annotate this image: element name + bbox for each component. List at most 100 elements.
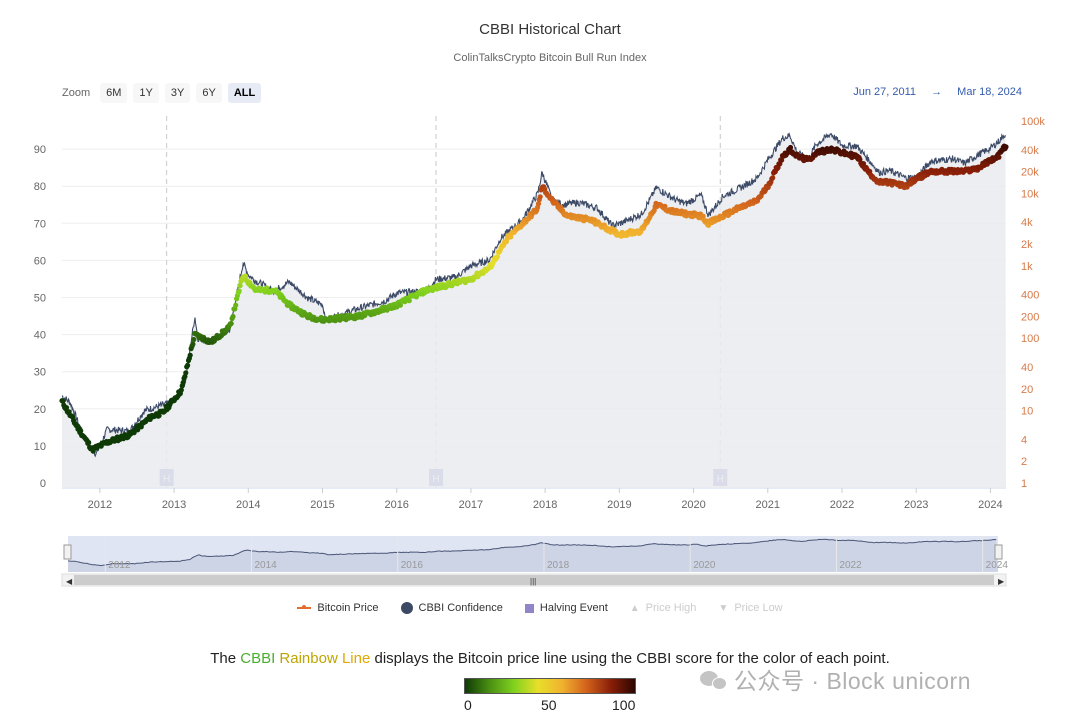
range-from-date[interactable]: Jun 27, 2011	[853, 86, 917, 98]
navigator-tick-label: 2016	[401, 560, 424, 571]
zoom-3y-button[interactable]: 3Y	[164, 83, 191, 103]
legend: Bitcoin Price CBBI Confidence Halving Ev…	[0, 602, 1080, 614]
y-right-tick-label: 2k	[1021, 239, 1033, 251]
zoom-6m-button[interactable]: 6M	[100, 83, 128, 103]
legend-item-cbbi-confidence[interactable]: CBBI Confidence	[400, 602, 503, 614]
legend-label-price-low: Price Low	[734, 602, 783, 614]
rainbow-caption: The CBBI Rainbow Line displays the Bitco…	[0, 650, 1080, 667]
cbbi-point[interactable]	[135, 427, 141, 433]
y-left-tick-label: 60	[34, 255, 46, 267]
y-right-tick-label: 200	[1021, 311, 1039, 323]
scale-label-mid: 50	[541, 697, 557, 713]
cbbi-point[interactable]	[233, 302, 239, 308]
cbbi-point[interactable]	[537, 194, 543, 200]
date-range: Jun 27, 2011 → Mar 18, 2024	[847, 86, 1028, 98]
y-left-tick-label: 20	[34, 404, 46, 416]
price-area-fill	[62, 133, 1006, 488]
cbbi-point[interactable]	[860, 161, 867, 167]
y-right-tick-label: 4k	[1021, 217, 1033, 229]
cbbi-point[interactable]	[700, 213, 706, 219]
color-scale-bar	[464, 678, 636, 694]
navigator-right-handle[interactable]	[994, 544, 1003, 560]
x-tick-label: 2016	[384, 499, 408, 511]
y-right-tick-label: 20k	[1021, 167, 1039, 179]
y-right-tick-label: 400	[1021, 290, 1039, 302]
cbbi-point[interactable]	[63, 405, 70, 411]
x-tick-label: 2015	[310, 499, 334, 511]
y-left-tick-label: 10	[34, 441, 46, 453]
caption-post: displays the Bitcoin price line using th…	[370, 650, 890, 667]
y-right-tick-label: 1	[1021, 478, 1027, 490]
cbbi-point[interactable]	[242, 273, 249, 279]
caption-word-line: Line	[341, 650, 371, 667]
cbbi-point[interactable]	[1003, 144, 1009, 150]
y-right-tick-label: 40	[1021, 362, 1033, 374]
cbbi-point[interactable]	[237, 283, 243, 289]
cbbi-confidence-series[interactable]	[59, 143, 1009, 454]
scale-label-max: 100	[612, 697, 636, 713]
cbbi-point[interactable]	[996, 154, 1002, 160]
y-left-tick-label: 90	[34, 144, 46, 156]
zoom-all-button[interactable]: ALL	[227, 83, 262, 103]
caption-word-rainbow: Rainbow	[279, 650, 338, 667]
triangle-down-icon: ▼	[718, 602, 729, 614]
navigator[interactable]: 2012 2014 2016 2018 2020 2022 2024 ◀ ▶ |||	[0, 530, 1080, 590]
navigator-tick-label: 2012	[108, 560, 131, 571]
navigator-left-handle[interactable]	[63, 544, 72, 560]
zoom-1y-button[interactable]: 1Y	[133, 83, 159, 103]
cbbi-point[interactable]	[508, 234, 514, 240]
cbbi-point[interactable]	[770, 175, 776, 181]
cbbi-point[interactable]	[535, 201, 542, 207]
y-right-tick-label: 1k	[1021, 261, 1033, 273]
zoom-label: Zoom	[62, 87, 91, 99]
legend-item-price-low[interactable]: ▼ Price Low	[718, 602, 782, 614]
legend-item-bitcoin-price[interactable]: Bitcoin Price	[297, 602, 379, 614]
y-right-tick-label: 4	[1021, 434, 1027, 446]
cbbi-point[interactable]	[228, 320, 234, 327]
y-right-tick-label: 20	[1021, 384, 1033, 396]
x-tick-label: 2024	[978, 499, 1002, 511]
cbbi-point[interactable]	[190, 341, 196, 347]
cbbi-point[interactable]	[78, 428, 84, 434]
legend-item-price-high[interactable]: ▲ Price High	[630, 602, 697, 614]
main-chart[interactable]: 0 10 20 30 40 50 60 70 80 90 1 2 4 10 20 40 100 200 400 1k 2…	[0, 0, 1080, 530]
x-tick-label: 2023	[904, 499, 928, 511]
cbbi-point[interactable]	[180, 380, 186, 386]
circle-marker-icon	[400, 602, 413, 614]
watermark-text: 公众号 · Block unicorn	[734, 668, 972, 694]
x-tick-label: 2019	[607, 499, 631, 511]
legend-label-cbbi-confidence: CBBI Confidence	[418, 602, 503, 614]
x-tick-label: 2020	[681, 499, 705, 511]
cbbi-point[interactable]	[406, 298, 412, 304]
cbbi-point[interactable]	[787, 144, 794, 151]
cbbi-point[interactable]	[60, 398, 66, 404]
legend-item-halving-event[interactable]: Halving Event	[524, 602, 608, 614]
cbbi-point[interactable]	[230, 313, 236, 320]
cbbi-point[interactable]	[779, 157, 785, 163]
cbbi-point[interactable]	[397, 302, 403, 308]
cbbi-point[interactable]	[191, 336, 197, 343]
y-right-tick-label: 40k	[1021, 145, 1039, 157]
cbbi-point[interactable]	[183, 370, 189, 376]
caption-word-cbbi: CBBI	[240, 650, 276, 667]
cbbi-point[interactable]	[178, 387, 184, 393]
range-to-date[interactable]: Mar 18, 2024	[957, 86, 1022, 98]
cbbi-point[interactable]	[185, 362, 191, 368]
y-right-tick-label: 2	[1021, 456, 1027, 468]
line-marker-icon	[297, 605, 312, 609]
scroll-right-arrow-icon[interactable]: ▶	[998, 577, 1005, 586]
scrollbar-thumb[interactable]	[74, 575, 994, 585]
scroll-left-arrow-icon[interactable]: ◀	[66, 577, 73, 586]
y-right-tick-label: 10	[1021, 406, 1033, 418]
x-tick-label: 2017	[459, 499, 483, 511]
navigator-line	[67, 538, 997, 567]
cbbi-point[interactable]	[236, 288, 242, 294]
x-tick-label: 2014	[236, 499, 260, 511]
cbbi-point[interactable]	[187, 352, 193, 358]
navigator-tick-label: 2020	[693, 560, 716, 571]
cbbi-point[interactable]	[86, 439, 92, 446]
zoom-6y-button[interactable]: 6Y	[196, 83, 222, 103]
cbbi-point[interactable]	[156, 413, 162, 419]
cbbi-point[interactable]	[494, 254, 501, 260]
navigator-area	[68, 539, 998, 572]
